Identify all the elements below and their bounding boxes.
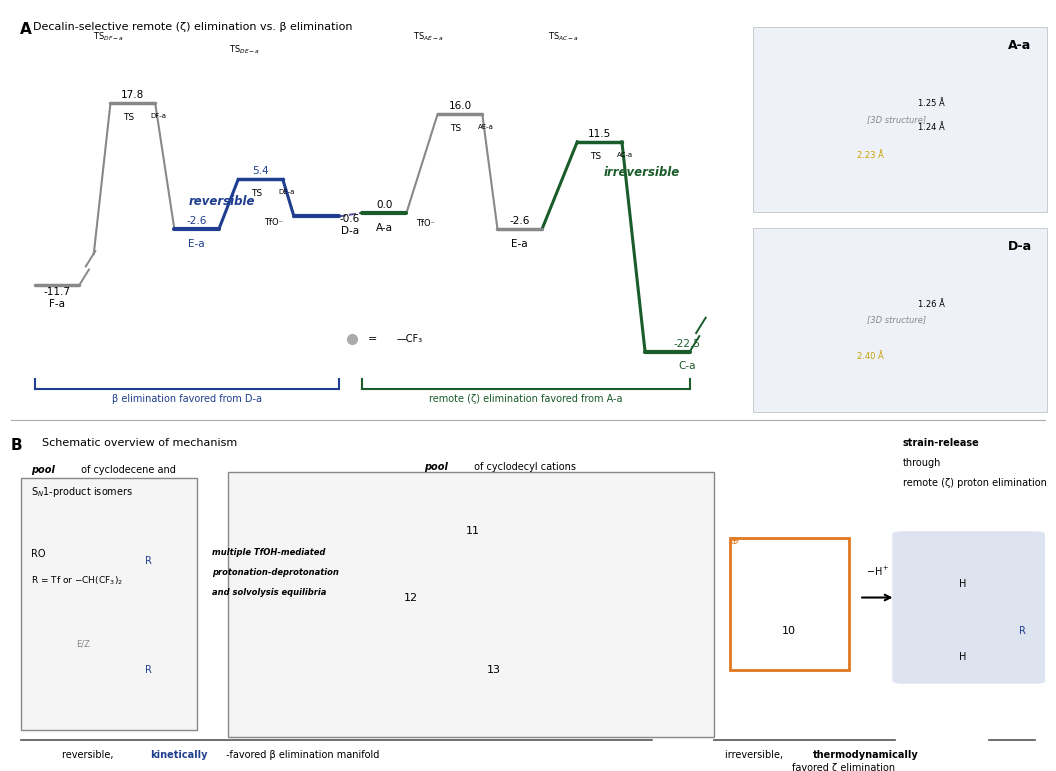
- Text: through: through: [903, 458, 941, 468]
- Text: H: H: [959, 652, 966, 662]
- Text: -0.6: -0.6: [340, 214, 360, 224]
- Text: C-a: C-a: [679, 362, 696, 372]
- Text: [3D structure]: [3D structure]: [867, 315, 926, 325]
- Text: irreversible: irreversible: [604, 167, 680, 179]
- Text: 10: 10: [781, 626, 796, 635]
- Text: of cyclodecene and: of cyclodecene and: [78, 465, 175, 475]
- Text: TfO⁻: TfO⁻: [264, 217, 283, 227]
- Text: D-a: D-a: [1007, 240, 1032, 253]
- Text: DE-a: DE-a: [278, 190, 295, 195]
- Text: TS: TS: [590, 152, 601, 160]
- Text: 0.0: 0.0: [376, 200, 393, 210]
- Text: 1.26 Å: 1.26 Å: [919, 300, 945, 308]
- Text: -favored β elimination manifold: -favored β elimination manifold: [226, 750, 379, 760]
- Text: E-a: E-a: [188, 239, 205, 249]
- Text: 2.23 Å: 2.23 Å: [857, 151, 884, 160]
- Text: RO: RO: [32, 550, 45, 560]
- Text: irreversible,: irreversible,: [724, 750, 786, 760]
- Text: H: H: [959, 579, 966, 589]
- Text: D-a: D-a: [341, 226, 359, 236]
- Text: [3D structure]: [3D structure]: [867, 115, 926, 124]
- Text: strain-release: strain-release: [903, 439, 979, 449]
- Text: kinetically: kinetically: [150, 750, 208, 760]
- Text: 17.8: 17.8: [121, 90, 145, 100]
- Text: TS: TS: [451, 124, 461, 133]
- Text: TS$_{AC-a}$: TS$_{AC-a}$: [548, 31, 579, 43]
- Text: R: R: [145, 556, 152, 566]
- Text: of cyclodecyl cations: of cyclodecyl cations: [471, 462, 577, 472]
- Text: TS$_{DF-a}$: TS$_{DF-a}$: [93, 31, 125, 43]
- Text: TS: TS: [124, 113, 134, 122]
- Text: AC-a: AC-a: [617, 152, 634, 158]
- Text: thermodynamically: thermodynamically: [813, 750, 919, 760]
- Text: —CF₃: —CF₃: [396, 335, 422, 344]
- Text: E-a: E-a: [511, 239, 528, 249]
- Text: multiple TfOH-mediated: multiple TfOH-mediated: [212, 547, 325, 557]
- FancyBboxPatch shape: [892, 531, 1045, 684]
- Text: 12: 12: [403, 593, 418, 602]
- Text: 1.25 Å: 1.25 Å: [919, 99, 945, 108]
- Text: Schematic overview of mechanism: Schematic overview of mechanism: [41, 439, 237, 449]
- Text: favored ζ elimination: favored ζ elimination: [792, 763, 895, 771]
- Text: R: R: [1019, 626, 1026, 635]
- FancyBboxPatch shape: [21, 478, 196, 730]
- FancyBboxPatch shape: [753, 28, 1046, 212]
- Text: -2.6: -2.6: [510, 217, 530, 227]
- Text: remote (ζ) elimination favored from A-a: remote (ζ) elimination favored from A-a: [429, 393, 623, 403]
- Text: TS$_{DE-a}$: TS$_{DE-a}$: [229, 43, 260, 56]
- Text: AE-a: AE-a: [477, 124, 493, 130]
- Text: 11.5: 11.5: [588, 129, 611, 139]
- Text: 2.40 Å: 2.40 Å: [857, 352, 884, 361]
- Text: ⊕: ⊕: [731, 536, 739, 546]
- Text: reversible,: reversible,: [62, 750, 117, 760]
- Text: TfO⁻: TfO⁻: [416, 220, 435, 228]
- Text: F-a: F-a: [49, 298, 65, 308]
- Text: R = Tf or −CH(CF$_3$)$_2$: R = Tf or −CH(CF$_3$)$_2$: [32, 574, 124, 588]
- Text: and solvolysis equilibria: and solvolysis equilibria: [212, 588, 326, 597]
- Text: β elimination favored from D-a: β elimination favored from D-a: [112, 393, 262, 403]
- Text: 11: 11: [466, 527, 479, 536]
- Text: DF-a: DF-a: [150, 113, 167, 119]
- Text: −H$^+$: −H$^+$: [866, 564, 889, 577]
- Text: 5.4: 5.4: [252, 167, 269, 177]
- Text: R: R: [145, 665, 152, 675]
- Text: reversible: reversible: [189, 194, 256, 207]
- Text: -2.6: -2.6: [187, 217, 207, 227]
- Text: TS$_{AE-a}$: TS$_{AE-a}$: [413, 31, 444, 43]
- Text: pool: pool: [425, 462, 449, 472]
- Text: TS: TS: [251, 190, 262, 198]
- Text: B: B: [11, 439, 22, 453]
- FancyBboxPatch shape: [730, 538, 849, 671]
- Text: E/Z: E/Z: [76, 639, 90, 648]
- Text: A-a: A-a: [376, 223, 393, 233]
- Text: protonation-deprotonation: protonation-deprotonation: [212, 567, 339, 577]
- FancyBboxPatch shape: [228, 472, 714, 737]
- FancyBboxPatch shape: [753, 228, 1046, 412]
- Text: 16.0: 16.0: [449, 101, 472, 111]
- Text: A: A: [19, 22, 32, 36]
- Text: S$_N$1-product isomers: S$_N$1-product isomers: [32, 485, 133, 499]
- Text: -22.5: -22.5: [674, 339, 701, 349]
- Text: 1.24 Å: 1.24 Å: [919, 123, 945, 132]
- Text: remote (ζ) proton elimination: remote (ζ) proton elimination: [903, 478, 1046, 488]
- Text: -11.7: -11.7: [43, 288, 71, 298]
- Text: A-a: A-a: [1008, 39, 1032, 52]
- Text: Decalin-selective remote (ζ) elimination vs. β elimination: Decalin-selective remote (ζ) elimination…: [33, 22, 353, 32]
- Text: =: =: [369, 335, 381, 344]
- Text: 13: 13: [487, 665, 501, 675]
- Text: pool: pool: [32, 465, 55, 475]
